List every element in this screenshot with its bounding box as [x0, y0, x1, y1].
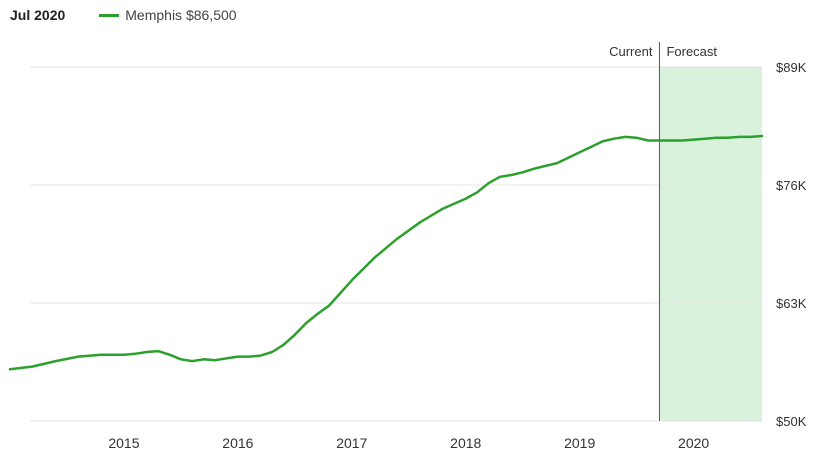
x-tick-label: 2016 — [222, 435, 253, 451]
y-tick-label: $89K — [776, 60, 807, 75]
y-tick-label: $50K — [776, 414, 807, 429]
series-line — [8, 134, 764, 371]
x-tick-label: 2020 — [678, 435, 709, 451]
current-label: Current — [609, 44, 653, 59]
chart-header: Jul 2020 Memphis $86,500 — [10, 5, 237, 25]
y-tick-label: $63K — [776, 296, 807, 311]
forecast-region — [659, 67, 762, 421]
x-tick-label: 2017 — [336, 435, 367, 451]
legend-label: Memphis $86,500 — [125, 7, 237, 23]
y-tick-label: $76K — [776, 178, 807, 193]
forecast-label: Forecast — [666, 44, 717, 59]
x-tick-label: 2018 — [450, 435, 481, 451]
selected-date: Jul 2020 — [10, 7, 66, 23]
legend: Memphis $86,500 — [99, 7, 237, 23]
legend-swatch — [99, 13, 120, 17]
x-tick-label: 2015 — [108, 435, 139, 451]
x-tick-label: 2019 — [564, 435, 595, 451]
